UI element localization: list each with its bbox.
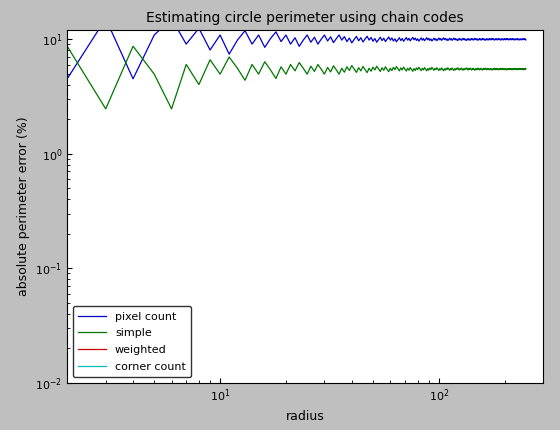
simple bbox=[522, 66, 529, 71]
pixel count bbox=[522, 37, 529, 43]
weighted bbox=[408, 9, 415, 15]
pixel count bbox=[512, 36, 519, 41]
Line: pixel count: pixel count bbox=[67, 18, 526, 79]
Title: Estimating circle perimeter using chain codes: Estimating circle perimeter using chain … bbox=[146, 11, 464, 25]
weighted bbox=[522, 10, 529, 15]
pixel count bbox=[476, 36, 483, 41]
Legend: pixel count, simple, weighted, corner count: pixel count, simple, weighted, corner co… bbox=[73, 306, 192, 377]
Y-axis label: absolute perimeter error (%): absolute perimeter error (%) bbox=[17, 117, 30, 296]
pixel count bbox=[408, 37, 415, 42]
simple bbox=[512, 67, 519, 72]
pixel count bbox=[405, 36, 412, 41]
weighted bbox=[102, 3, 109, 9]
pixel count bbox=[478, 37, 484, 43]
weighted bbox=[512, 9, 519, 15]
simple bbox=[408, 67, 415, 72]
weighted bbox=[479, 9, 486, 15]
simple bbox=[479, 68, 486, 73]
weighted bbox=[405, 9, 412, 15]
weighted bbox=[478, 10, 484, 15]
X-axis label: radius: radius bbox=[286, 410, 325, 423]
weighted bbox=[476, 9, 483, 15]
simple bbox=[64, 43, 71, 49]
weighted bbox=[64, 18, 71, 23]
simple bbox=[102, 106, 109, 111]
simple bbox=[476, 68, 483, 73]
Line: weighted: weighted bbox=[67, 6, 526, 20]
Line: simple: simple bbox=[67, 46, 526, 109]
pixel count bbox=[479, 36, 486, 41]
simple bbox=[478, 66, 484, 71]
pixel count bbox=[102, 16, 109, 21]
simple bbox=[405, 68, 412, 73]
pixel count bbox=[64, 76, 71, 81]
